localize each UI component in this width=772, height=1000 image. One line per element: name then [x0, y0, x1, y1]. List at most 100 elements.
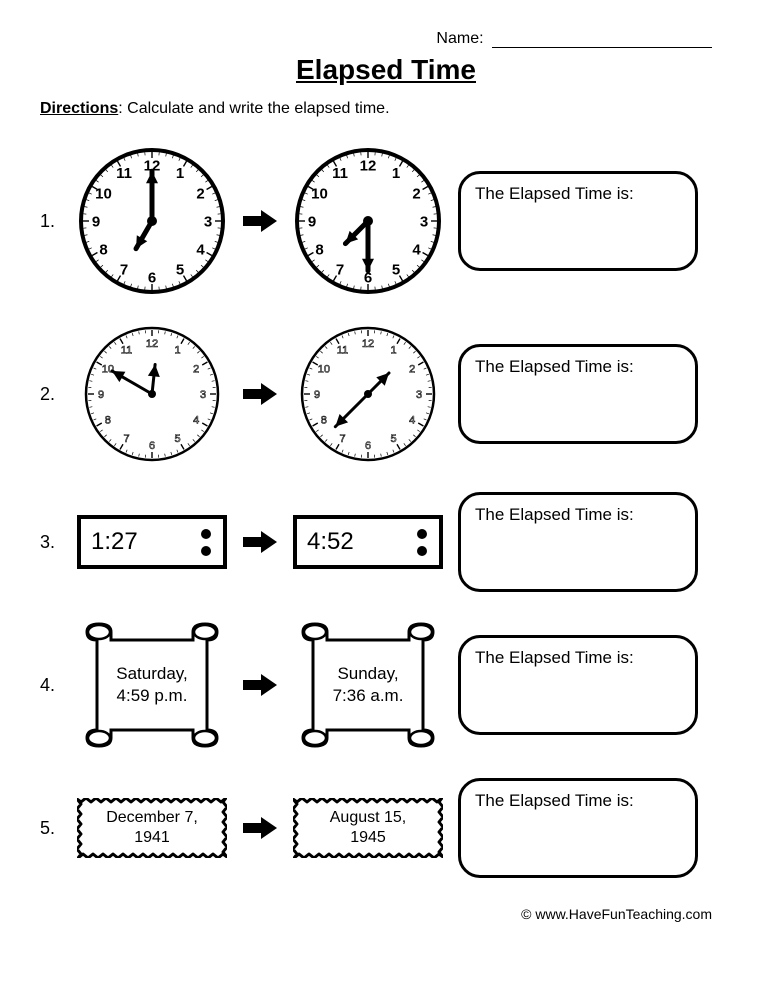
digital-time: 4:52 [307, 528, 354, 556]
arrow-icon [242, 381, 278, 407]
svg-text:8: 8 [321, 414, 327, 426]
question-row: 2. 123456789101112 123456789101112 The E… [40, 324, 732, 464]
svg-text:11: 11 [116, 165, 132, 182]
scroll-text: Saturday,4:59 p.m. [108, 663, 196, 707]
question-row: 3. 1:27 4:52 The Elapsed Time is: [40, 492, 732, 592]
arrow-icon [242, 529, 278, 555]
svg-text:2: 2 [196, 185, 204, 202]
answer-box[interactable]: The Elapsed Time is: [458, 778, 698, 878]
svg-text:4: 4 [193, 414, 199, 426]
svg-text:6: 6 [365, 440, 371, 452]
to-item: 4:52 [288, 515, 448, 569]
svg-text:12: 12 [146, 338, 158, 350]
arrow-icon [242, 672, 278, 698]
svg-text:1: 1 [392, 165, 400, 182]
clock-dots-icon [201, 525, 211, 559]
svg-text:12: 12 [362, 338, 374, 350]
name-label: Name: [436, 30, 483, 47]
analog-clock-icon: 123456789101112 [77, 146, 227, 296]
question-row: 4. Saturday,4:59 p.m. Sunday,7:36 a.m. T… [40, 620, 732, 750]
page-title: Elapsed Time [40, 54, 732, 86]
svg-text:1: 1 [174, 345, 180, 357]
digital-clock: 1:27 [77, 515, 227, 569]
svg-text:10: 10 [311, 185, 328, 202]
answer-box[interactable]: The Elapsed Time is: [458, 344, 698, 444]
svg-text:2: 2 [412, 185, 420, 202]
svg-text:5: 5 [174, 433, 180, 445]
question-number: 2. [40, 384, 62, 405]
svg-text:11: 11 [121, 345, 132, 357]
svg-text:8: 8 [99, 241, 107, 258]
directions-text: : Calculate and write the elapsed time. [118, 100, 389, 117]
svg-text:7: 7 [120, 262, 128, 279]
digital-clock: 4:52 [293, 515, 443, 569]
question-row: 1. 123456789101112 123456789101112 The E… [40, 146, 732, 296]
svg-text:8: 8 [105, 414, 111, 426]
svg-text:9: 9 [92, 213, 100, 230]
svg-text:10: 10 [102, 363, 114, 375]
svg-text:7: 7 [123, 433, 129, 445]
from-item: Saturday,4:59 p.m. [72, 620, 232, 750]
svg-text:3: 3 [200, 389, 206, 401]
svg-text:2: 2 [193, 363, 199, 375]
plaque-text: August 15,1945 [330, 808, 407, 848]
svg-text:5: 5 [390, 433, 396, 445]
from-item: 1:27 [72, 515, 232, 569]
question-number: 1. [40, 211, 62, 232]
question-number: 4. [40, 675, 62, 696]
from-item: 123456789101112 [72, 146, 232, 296]
svg-text:4: 4 [412, 241, 421, 258]
date-plaque: December 7,1941 [77, 798, 227, 858]
svg-text:4: 4 [196, 241, 205, 258]
svg-text:3: 3 [416, 389, 422, 401]
scroll-icon: Sunday,7:36 a.m. [293, 620, 443, 750]
answer-box[interactable]: The Elapsed Time is: [458, 171, 698, 271]
question-number: 3. [40, 532, 62, 553]
svg-text:5: 5 [392, 262, 400, 279]
svg-text:9: 9 [308, 213, 316, 230]
question-row: 5. December 7,1941 August 15,1945 The El… [40, 778, 732, 878]
svg-text:1: 1 [390, 345, 396, 357]
from-item: 123456789101112 [72, 324, 232, 464]
svg-text:9: 9 [98, 389, 104, 401]
analog-clock-icon: 123456789101112 [293, 146, 443, 296]
svg-text:3: 3 [420, 213, 428, 230]
arrow-icon [242, 208, 278, 234]
scroll-text: Sunday,7:36 a.m. [325, 663, 412, 707]
from-item: December 7,1941 [72, 798, 232, 858]
analog-clock-icon: 123456789101112 [298, 324, 438, 464]
svg-text:12: 12 [360, 157, 377, 174]
svg-text:6: 6 [148, 269, 156, 286]
credit-line: © www.HaveFunTeaching.com [40, 906, 732, 922]
svg-text:4: 4 [409, 414, 415, 426]
svg-text:11: 11 [337, 345, 348, 357]
answer-box[interactable]: The Elapsed Time is: [458, 492, 698, 592]
clock-dots-icon [417, 525, 427, 559]
question-number: 5. [40, 818, 62, 839]
digital-time: 1:27 [91, 528, 138, 556]
questions-container: 1. 123456789101112 123456789101112 The E… [40, 146, 732, 878]
svg-text:2: 2 [409, 363, 415, 375]
svg-text:7: 7 [336, 262, 344, 279]
svg-text:6: 6 [149, 440, 155, 452]
arrow-icon [242, 815, 278, 841]
analog-clock-icon: 123456789101112 [82, 324, 222, 464]
plaque-text: December 7,1941 [106, 808, 198, 848]
svg-text:10: 10 [95, 185, 112, 202]
date-plaque: August 15,1945 [293, 798, 443, 858]
name-blank-line[interactable] [492, 47, 712, 48]
svg-text:3: 3 [204, 213, 212, 230]
to-item: 123456789101112 [288, 146, 448, 296]
directions-label: Directions [40, 100, 118, 117]
svg-text:10: 10 [318, 363, 330, 375]
scroll-icon: Saturday,4:59 p.m. [77, 620, 227, 750]
svg-text:7: 7 [339, 433, 345, 445]
name-field-row: Name: [40, 30, 732, 48]
svg-text:8: 8 [315, 241, 323, 258]
answer-box[interactable]: The Elapsed Time is: [458, 635, 698, 735]
svg-text:9: 9 [314, 389, 320, 401]
svg-text:5: 5 [176, 262, 184, 279]
svg-text:1: 1 [176, 165, 184, 182]
directions: Directions: Calculate and write the elap… [40, 100, 732, 118]
to-item: Sunday,7:36 a.m. [288, 620, 448, 750]
